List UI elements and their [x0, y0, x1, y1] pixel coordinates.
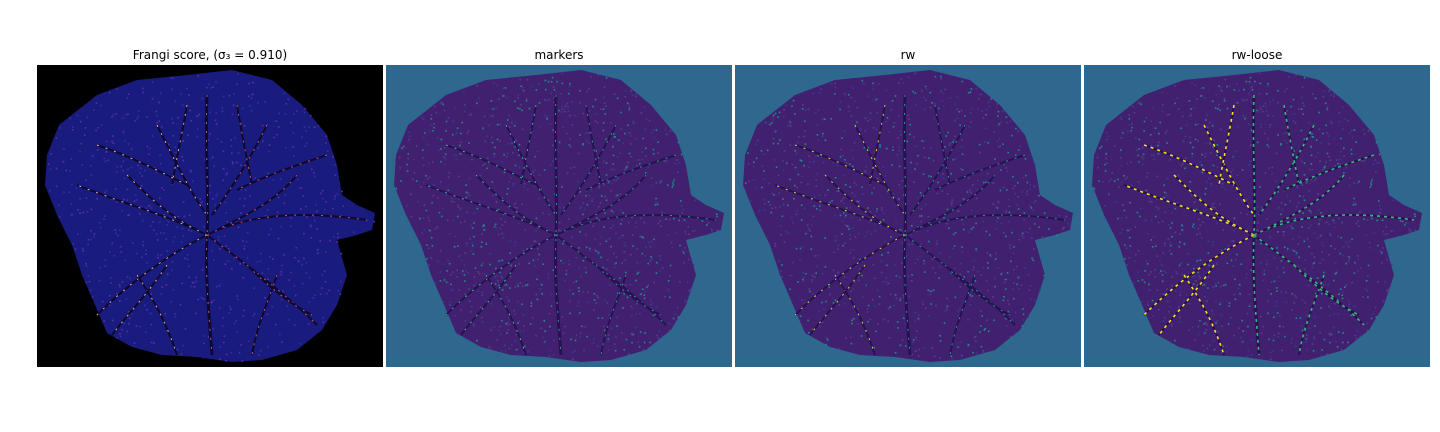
markers-image — [386, 65, 732, 367]
leaf-body — [45, 70, 375, 362]
frangi-score-panel: Frangi score, (σ₃ = 0.910) — [37, 46, 383, 367]
rw-panel: rw — [735, 46, 1081, 367]
rw-title: rw — [900, 48, 916, 62]
rw-image — [735, 65, 1081, 367]
leaf-body — [743, 70, 1073, 362]
leaf-veins — [425, 94, 717, 356]
leaf-body — [394, 70, 724, 362]
frangi-score-image — [37, 65, 383, 367]
frangi-score-title: Frangi score, (σ₃ = 0.910) — [132, 48, 288, 62]
leaf-veins — [76, 94, 368, 356]
leaf-body — [1092, 70, 1422, 362]
leaf-veins — [774, 94, 1066, 356]
leaf-texture — [395, 72, 719, 361]
markers-title: markers — [534, 48, 584, 62]
rw-loose-title: rw-loose — [1231, 48, 1283, 62]
leaf-veins — [1123, 94, 1415, 356]
leaf-texture — [47, 73, 375, 363]
rw-loose-image — [1084, 65, 1430, 367]
markers-panel: markers — [386, 46, 732, 367]
rw-loose-panel: rw-loose — [1084, 46, 1430, 367]
